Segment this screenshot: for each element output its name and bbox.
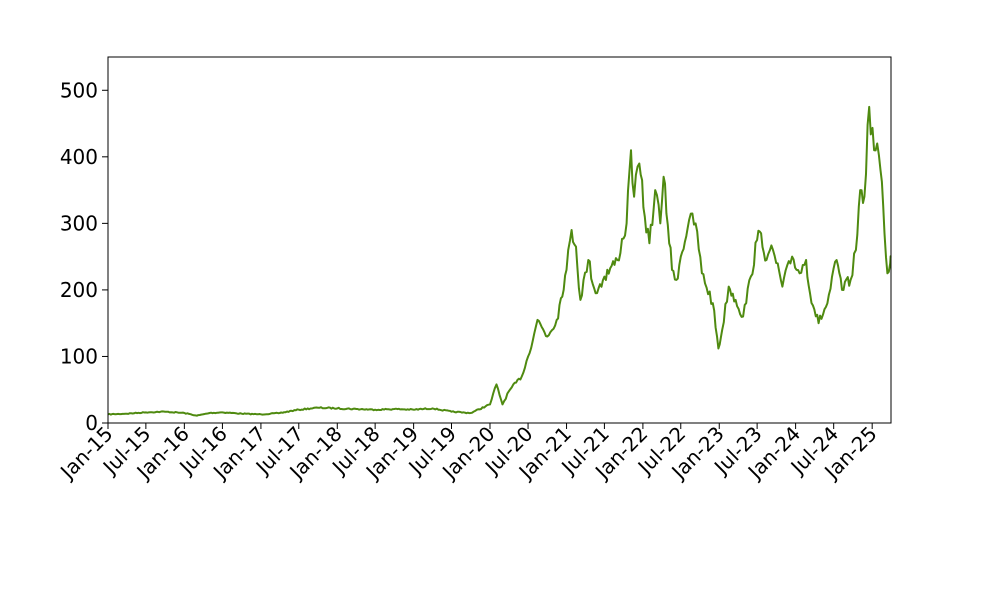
y-tick-label: 0 bbox=[85, 411, 98, 435]
series-layer bbox=[107, 105, 892, 417]
y-tick-label: 100 bbox=[60, 344, 98, 368]
plot-frame bbox=[107, 56, 892, 424]
x-axis: Jan-15Jul-15Jan-16Jul-16Jan-17Jul-17Jan-… bbox=[54, 422, 881, 485]
y-tick-label: 200 bbox=[60, 278, 98, 302]
series-line bbox=[107, 105, 892, 417]
plot-background bbox=[108, 57, 891, 423]
y-tick-label: 300 bbox=[60, 211, 98, 235]
y-tick-label: 500 bbox=[60, 78, 98, 102]
y-tick-label: 400 bbox=[60, 145, 98, 169]
y-axis: 0 100 200 300 400 500 bbox=[60, 78, 108, 435]
